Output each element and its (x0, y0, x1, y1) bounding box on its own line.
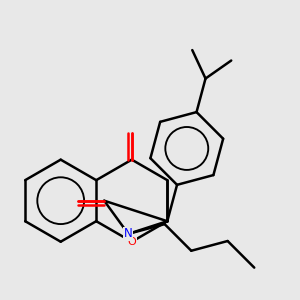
Text: O: O (128, 237, 136, 247)
Text: N: N (124, 227, 133, 240)
